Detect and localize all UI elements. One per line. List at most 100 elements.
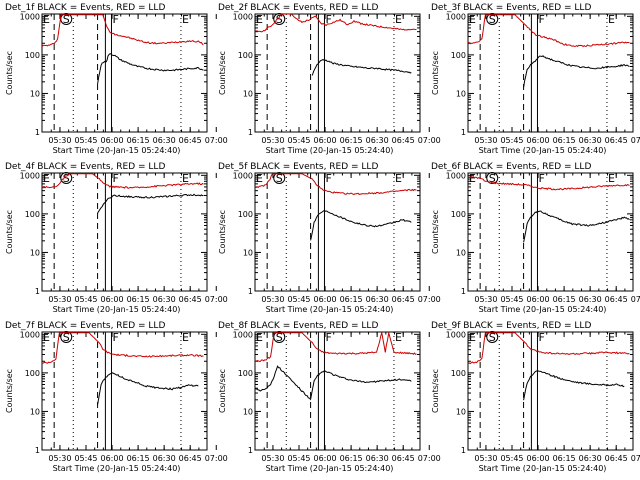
marker-f: F (538, 331, 544, 344)
x-tick-label: 06:30 (579, 295, 602, 304)
events-series-line (310, 209, 412, 241)
marker-f: F (538, 13, 544, 26)
x-tick-label: 06:45 (605, 295, 628, 304)
x-axis-label: Start Time (20-Jan-15 05:24:40) (479, 305, 607, 314)
x-tick-label: 06:15 (340, 454, 363, 463)
x-tick-label: 06:45 (179, 136, 202, 145)
marker-e-left: E (43, 13, 50, 26)
x-tick-label: 05:30 (261, 295, 284, 304)
x-tick-label: 07:00 (631, 136, 640, 145)
events-series-line (97, 372, 199, 405)
marker-s: S (63, 331, 70, 344)
x-axis-label: Start Time (20-Jan-15 05:24:40) (53, 146, 181, 155)
marker-f: F (112, 172, 118, 185)
x-tick-label: 06:15 (340, 136, 363, 145)
marker-f: F (112, 331, 118, 344)
x-tick-label: 06:00 (101, 136, 124, 145)
y-tick-label: 100 (238, 210, 253, 219)
series-group (468, 332, 630, 401)
plot-frame (41, 172, 208, 292)
lld-series-line (255, 332, 417, 363)
marker-e-right: E (395, 172, 402, 185)
y-tick-label: 100 (451, 369, 466, 378)
plot-frame (467, 172, 634, 292)
x-tick-label: 06:15 (553, 454, 576, 463)
x-axis-label: Start Time (20-Jan-15 05:24:40) (266, 305, 394, 314)
x-tick-label: 06:30 (579, 136, 602, 145)
reference-lines (266, 173, 395, 291)
panel-title: Det_8f BLACK = Events, RED = LLD (218, 321, 378, 331)
marker-s: S (63, 13, 70, 26)
panel-title: Det_5f BLACK = Events, RED = LLD (218, 162, 378, 172)
marker-e-left: E (43, 172, 50, 185)
marker-e-left: E (256, 172, 263, 185)
x-tick-label: 06:00 (101, 454, 124, 463)
marker-f: F (538, 172, 544, 185)
x-tick-label: 05:30 (48, 295, 71, 304)
panel-title: Det_9f BLACK = Events, RED = LLD (431, 321, 591, 331)
reference-lines (53, 173, 182, 291)
y-tick-label: 100 (451, 51, 466, 60)
y-tick-label: 1 (35, 287, 40, 296)
y-tick-label: 10 (456, 248, 466, 257)
events-series-line (97, 193, 204, 214)
marker-f: F (325, 172, 331, 185)
x-tick-label: 06:15 (553, 136, 576, 145)
reference-lines (53, 14, 182, 132)
y-tick-label: 1000 (20, 330, 40, 339)
x-axis-label: Start Time (20-Jan-15 05:24:40) (266, 146, 394, 155)
lld-series-line (42, 332, 204, 364)
marker-s: S (489, 13, 496, 26)
x-tick-label: 07:00 (418, 454, 441, 463)
marker-e-left: E (469, 172, 476, 185)
y-tick-label: 10 (456, 407, 466, 416)
marker-circle (486, 13, 499, 25)
y-tick-label: 100 (238, 369, 253, 378)
x-tick-label: 06:00 (527, 136, 550, 145)
x-tick-label: 05:30 (261, 136, 284, 145)
lld-series-line (468, 176, 630, 191)
reference-lines (479, 332, 608, 450)
plot-frame (467, 13, 634, 133)
y-tick-label: 1 (35, 128, 40, 137)
events-series-line (311, 59, 412, 76)
x-tick-label: 06:00 (314, 454, 337, 463)
x-axis-label: Start Time (20-Jan-15 05:24:40) (53, 464, 181, 473)
x-tick-label: 05:30 (48, 454, 71, 463)
marker-s: S (63, 172, 70, 185)
reference-lines (266, 332, 395, 450)
y-tick-label: 10 (243, 89, 253, 98)
x-tick-label: 07:00 (631, 454, 640, 463)
marker-circle (60, 331, 73, 343)
x-tick-label: 06:15 (553, 295, 576, 304)
series-group (255, 173, 417, 241)
x-tick-label: 06:45 (392, 454, 415, 463)
x-tick-label: 07:00 (205, 454, 228, 463)
x-tick-label: 06:15 (340, 295, 363, 304)
x-tick-label: 05:45 (74, 454, 97, 463)
marker-e-right: E (182, 331, 189, 344)
x-tick-label: 06:00 (314, 295, 337, 304)
plot-frame (254, 331, 421, 451)
series-group (255, 14, 417, 76)
marker-e-left: E (469, 13, 476, 26)
y-axis-label: Counts/sec (218, 210, 227, 254)
x-tick-label: 06:00 (101, 295, 124, 304)
y-tick-label: 1 (248, 287, 253, 296)
x-tick-label: 06:45 (605, 136, 628, 145)
x-tick-label: 05:30 (474, 454, 497, 463)
y-tick-label: 1 (248, 128, 253, 137)
y-tick-label: 10 (456, 89, 466, 98)
x-tick-label: 05:45 (287, 295, 310, 304)
series-group (42, 14, 204, 84)
y-tick-label: 100 (25, 210, 40, 219)
plot-frame (467, 331, 634, 451)
marker-f: F (325, 331, 331, 344)
events-series-line (523, 370, 625, 401)
